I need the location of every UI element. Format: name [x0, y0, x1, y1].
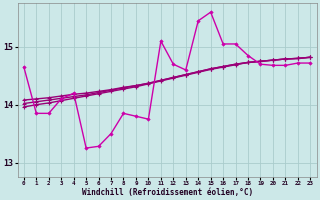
X-axis label: Windchill (Refroidissement éolien,°C): Windchill (Refroidissement éolien,°C) [82, 188, 253, 197]
